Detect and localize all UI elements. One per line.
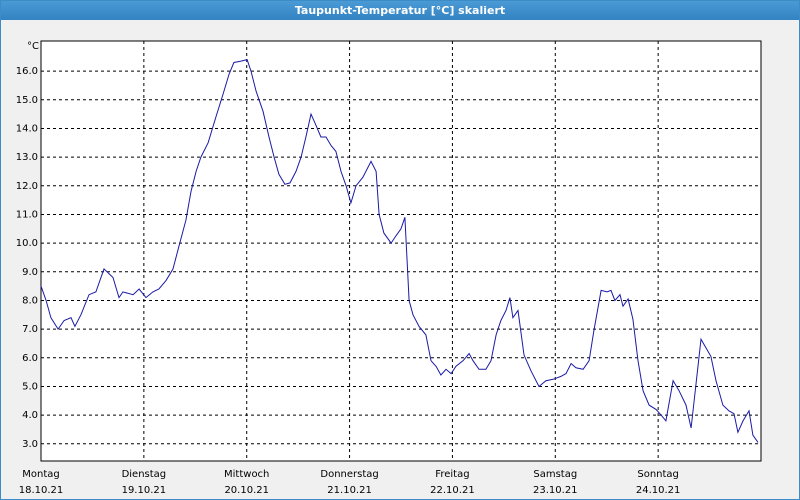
y-tick-label: 5.0 [22, 381, 38, 392]
y-tick-label: 15.0 [16, 95, 38, 106]
x-tick-date: 18.10.21 [19, 485, 64, 496]
x-tick-date: 22.10.21 [430, 485, 475, 496]
x-tick-date: 24.10.21 [636, 485, 681, 496]
y-tick-label: 8.0 [22, 295, 38, 306]
y-tick-label: 4.0 [22, 410, 38, 421]
title-bar: Taupunkt-Temperatur [°C] skaliert [1, 1, 799, 20]
y-tick-label: 3.0 [22, 439, 38, 450]
x-tick-label: Donnerstag [320, 469, 378, 480]
plot-area [40, 40, 762, 462]
x-tick-date: 21.10.21 [327, 485, 372, 496]
y-tick-label: 12.0 [16, 181, 38, 192]
y-tick-label: 9.0 [22, 267, 38, 278]
x-tick-label: Sonntag [637, 469, 679, 480]
y-tick-label: 10.0 [16, 238, 38, 249]
y-tick-label: 11.0 [16, 209, 38, 220]
y-tick-label: 14.0 [16, 123, 38, 134]
y-tick-label: 6.0 [22, 353, 38, 364]
y-unit: °C [27, 41, 39, 52]
x-tick-date: 20.10.21 [224, 485, 269, 496]
y-tick-label: 16.0 [16, 66, 38, 77]
y-tick-label: 13.0 [16, 152, 38, 163]
x-tick-label: Freitag [435, 469, 469, 480]
y-tick-label: 7.0 [22, 324, 38, 335]
x-tick-label: Mittwoch [224, 469, 269, 480]
x-tick-label: Dienstag [122, 469, 167, 480]
x-tick-label: Samstag [533, 469, 577, 480]
x-tick-label: Montag [22, 469, 59, 480]
data-line [40, 59, 759, 443]
x-tick-date: 23.10.21 [533, 485, 578, 496]
x-tick-date: 19.10.21 [122, 485, 167, 496]
